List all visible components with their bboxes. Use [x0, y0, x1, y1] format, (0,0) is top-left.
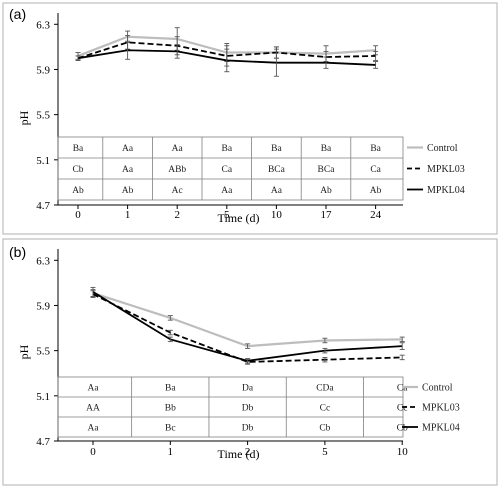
table-cell: Ab — [122, 186, 134, 196]
panel-frame — [2, 2, 498, 235]
table-cell: AA — [86, 404, 100, 414]
y-tick-label: 5.1 — [36, 391, 50, 403]
x-tick-label: 1 — [125, 209, 131, 221]
table-cell: Aa — [87, 424, 99, 434]
table-cell: Db — [242, 404, 254, 414]
table-cell: Aa — [122, 144, 134, 154]
table-cell: ABb — [168, 165, 186, 175]
table-cell: Ab — [72, 186, 84, 196]
table-cell: Ba — [321, 144, 332, 154]
table-cell: Ba — [165, 384, 176, 394]
table-cell: Ab — [320, 186, 332, 196]
y-tick-label: 5.5 — [36, 110, 50, 122]
table-cell: BCa — [318, 165, 336, 175]
y-tick-label: 5.1 — [36, 155, 50, 167]
x-tick-label: 1 — [168, 446, 174, 458]
table-cell: Cc — [320, 404, 331, 414]
x-tick-label: 2 — [245, 446, 251, 458]
panel-label: (b) — [9, 244, 26, 260]
chart-panel-b: (b) 4.7 5.1 5.5 5.9 6.3 0 1 2 5 10 pH Time (d) Aa Ba Da… — [2, 238, 498, 486]
x-tick-label: 5 — [322, 446, 328, 458]
x-tick-label: 24 — [370, 209, 382, 221]
y-tick-label: 5.9 — [36, 300, 50, 312]
table-cell: Cb — [72, 165, 83, 175]
y-tick-label: 6.3 — [36, 255, 50, 267]
legend-label: MPKL03 — [427, 164, 465, 175]
table-cell: BCa — [268, 165, 286, 175]
table-cell: Cc — [397, 404, 408, 414]
x-tick-label: 10 — [397, 446, 409, 458]
table-cell: Cb — [319, 424, 330, 434]
legend-label: MPKL04 — [422, 423, 460, 434]
x-tick-label: 10 — [271, 209, 283, 221]
table-cell: CDa — [316, 384, 334, 394]
table-cell: Ba — [271, 144, 282, 154]
x-axis-title: Time (d) — [218, 447, 260, 461]
y-tick-label: 4.7 — [36, 436, 50, 448]
table-cell: Ba — [222, 144, 233, 154]
y-tick-label: 5.5 — [36, 346, 50, 358]
table-cell: Aa — [221, 186, 233, 196]
table-cell: Ab — [370, 186, 382, 196]
stats-table — [57, 136, 404, 201]
table-cell: Bb — [165, 404, 176, 414]
chart-panel-a: (a) 4.7 5.1 5.5 5.9 6.3 0 1 2 5 10 17 24 pH Time (d) Ba… — [2, 2, 498, 235]
series-line-mpkl03 — [92, 293, 403, 363]
table-cell: Ba — [73, 144, 84, 154]
table-cell: Aa — [271, 186, 283, 196]
x-tick-label: 5 — [224, 209, 230, 221]
legend-label: MPKL03 — [422, 403, 460, 414]
table-cell: Ca — [397, 384, 408, 394]
table-cell: Ca — [370, 165, 381, 175]
table-cell: Aa — [122, 165, 134, 175]
panel-label: (a) — [9, 6, 26, 22]
x-tick-label: 2 — [174, 209, 180, 221]
x-tick-label: 17 — [321, 209, 333, 221]
table-cell: Aa — [87, 384, 99, 394]
table-cell: Ac — [172, 186, 183, 196]
table-cell: Db — [242, 424, 254, 434]
y-axis-title: pH — [17, 110, 31, 125]
table-cell: Aa — [172, 144, 184, 154]
table-cell: Ca — [222, 165, 233, 175]
x-tick-label: 0 — [75, 209, 81, 221]
table-cell: Da — [242, 384, 254, 394]
y-tick-label: 5.9 — [36, 64, 50, 76]
y-tick-label: 6.3 — [36, 19, 50, 31]
table-cell: Cb — [397, 424, 408, 434]
legend-label: MPKL04 — [427, 185, 465, 196]
y-tick-label: 4.7 — [36, 200, 50, 212]
x-axis-title: Time (d) — [218, 211, 260, 225]
y-axis-title: pH — [17, 344, 31, 359]
legend-label: Control — [427, 143, 458, 154]
table-cell: Bc — [165, 424, 176, 434]
legend-label: Control — [422, 383, 453, 394]
x-tick-label: 0 — [90, 446, 96, 458]
table-cell: Ba — [370, 144, 381, 154]
